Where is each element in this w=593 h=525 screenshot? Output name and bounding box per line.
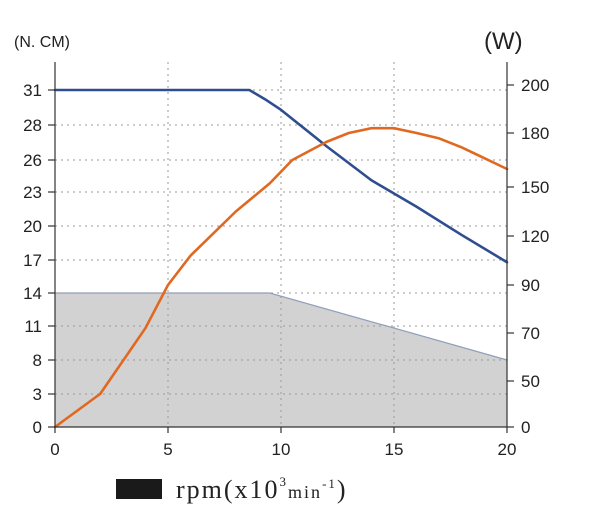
left-tick-label: 3 (33, 385, 42, 404)
legend-superscript: 3 (279, 474, 289, 489)
grid-layer (55, 62, 507, 427)
right-tick-label: 70 (521, 324, 540, 343)
right-tick-label: 120 (521, 227, 549, 246)
left-axis-unit: (N. CM) (14, 34, 70, 51)
x-tick-label: 10 (272, 440, 291, 459)
x-tick-label: 15 (385, 440, 404, 459)
legend-unit: min (288, 482, 323, 502)
rated-torque-edge (55, 292, 508, 361)
right-tick-label: 0 (521, 418, 530, 437)
x-tick-label: 0 (50, 440, 59, 459)
x-tick-label: 5 (163, 440, 172, 459)
legend-text: rpm(x10 (176, 475, 280, 504)
left-tick-label: 26 (23, 151, 42, 170)
right-tick-label: 200 (521, 76, 549, 95)
left-tick-label: 17 (23, 251, 42, 270)
left-tick-label: 20 (23, 217, 42, 236)
right-axis-unit: (W) (484, 28, 523, 55)
x-tick-label: 20 (498, 440, 517, 459)
right-tick-label: 90 (521, 276, 540, 295)
left-tick-label: 28 (23, 116, 42, 135)
legend-close: ) (336, 475, 348, 504)
left-tick-label: 8 (33, 351, 42, 370)
left-tick-label: 31 (23, 81, 42, 100)
series-layer (53, 88, 509, 429)
right-tick-label: 150 (521, 178, 549, 197)
power-curve (53, 126, 509, 429)
left-tick-label: 11 (24, 317, 42, 336)
right-tick-label: 180 (521, 124, 549, 143)
axis-layer: 0 3 8 11 14 17 20 23 26 28 31 0 50 70 90 120 150 180 200 0 5… (23, 62, 549, 459)
left-tick-label: 14 (23, 284, 42, 303)
legend-swatch (116, 479, 162, 499)
legend-exponent: -1 (322, 476, 337, 491)
torque-curve (53, 88, 509, 264)
left-tick-label: 0 (33, 418, 42, 437)
right-tick-label: 50 (521, 372, 540, 391)
x-axis-legend-label: rpm(x103min-1) (176, 474, 348, 505)
left-tick-label: 23 (23, 183, 42, 202)
